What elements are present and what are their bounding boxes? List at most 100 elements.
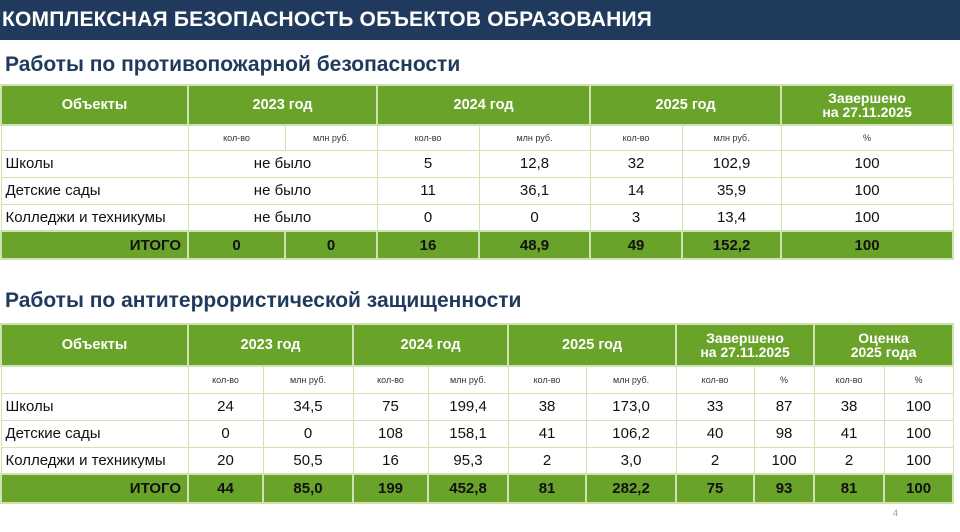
table-header-row: Объекты 2023 год 2024 год 2025 год Завер… [0,323,955,367]
cell-mln-2025: 106,2 [585,419,677,448]
cell-qty-2024: 11 [376,176,480,205]
cell-estimate-pct: 100 [883,446,954,475]
total-completed-qty: 75 [675,473,756,504]
cell-qty-2024: 108 [352,419,429,448]
table-row: Колледжи и техникумы 20 50,5 16 95,3 2 3… [0,446,954,475]
subheader-qty: кол-во [813,365,885,394]
cell-2023: не было [187,203,378,232]
cell-mln-2023: 0 [262,419,354,448]
table-row: Школы не было 5 12,8 32 102,9 100 [0,149,954,178]
cell-qty-2025: 32 [589,149,683,178]
subheader-mln: млн руб. [585,365,677,394]
header-2025: 2025 год [589,84,783,126]
subheader-mln: млн руб. [284,124,378,151]
cell-completed-pct: 100 [780,203,954,232]
row-name: Детские сады [0,176,189,205]
cell-qty-2025: 3 [589,203,683,232]
table-subheader-row: кол-во млн руб. кол-во млн руб. кол-во м… [0,365,954,394]
cell-mln-2024: 158,1 [427,419,509,448]
total-mln-2023: 0 [283,230,379,260]
subheader-qty: кол-во [589,124,683,151]
cell-qty-2023: 24 [187,392,264,421]
total-estimate-qty: 81 [813,473,886,504]
table-row: Колледжи и техникумы не было 0 0 3 13,4 … [0,203,954,232]
header-2024: 2024 год [352,323,510,367]
total-completed-pct: 100 [780,230,955,260]
cell-qty-2025: 14 [589,176,683,205]
row-name: Колледжи и техникумы [0,203,189,232]
total-estimate-pct: 100 [883,473,955,504]
total-qty-2024: 199 [352,473,430,504]
cell-mln-2024: 199,4 [427,392,509,421]
cell-estimate-qty: 41 [813,419,885,448]
cell-completed-pct: 100 [780,149,954,178]
subheader-qty: кол-во [675,365,755,394]
subheader-qty: кол-во [352,365,429,394]
table-total-row: ИТОГО 0 0 16 48,9 49 152,2 100 [0,230,955,260]
subheader-empty [0,365,189,394]
table-subheader-row: кол-во млн руб. кол-во млн руб. кол-во м… [0,124,954,151]
subheader-qty: кол-во [376,124,480,151]
subheader-qty: кол-во [507,365,587,394]
header-estimate-line2: 2025 года [850,344,917,360]
slide-banner: КОМПЛЕКСНАЯ БЕЗОПАСНОСТЬ ОБЪЕКТОВ ОБРАЗО… [0,0,960,40]
row-name: Школы [0,149,189,178]
cell-mln-2025: 35,9 [681,176,782,205]
cell-qty-2024: 0 [376,203,480,232]
fire-safety-title: Работы по противопожарной безопасности [5,53,461,76]
cell-completed-pct: 98 [753,419,815,448]
cell-qty-2023: 0 [187,419,264,448]
cell-estimate-qty: 38 [813,392,885,421]
cell-estimate-pct: 100 [883,392,954,421]
subheader-mln: млн руб. [262,365,354,394]
cell-estimate-qty: 2 [813,446,885,475]
header-objects: Объекты [0,84,189,126]
cell-completed-pct: 100 [780,176,954,205]
cell-mln-2025: 13,4 [681,203,782,232]
total-label: ИТОГО [0,230,189,260]
header-objects: Объекты [0,323,189,367]
cell-completed-qty: 2 [675,446,755,475]
subheader-pct: % [753,365,815,394]
row-name: Детские сады [0,419,189,448]
cell-mln-2025: 173,0 [585,392,677,421]
subheader-pct: % [780,124,954,151]
cell-completed-pct: 87 [753,392,815,421]
total-label: ИТОГО [0,473,189,504]
subheader-qty: кол-во [187,365,264,394]
total-mln-2024: 452,8 [427,473,510,504]
cell-mln-2024: 95,3 [427,446,509,475]
cell-mln-2025: 3,0 [585,446,677,475]
cell-completed-qty: 33 [675,392,755,421]
cell-mln-2024: 36,1 [478,176,591,205]
subheader-empty [0,124,189,151]
cell-2023: не было [187,176,378,205]
total-mln-2023: 85,0 [261,473,355,504]
cell-qty-2023: 20 [187,446,264,475]
subheader-pct: % [883,365,954,394]
subheader-mln: млн руб. [427,365,509,394]
cell-qty-2024: 16 [352,446,429,475]
header-completed: Завершено на 27.11.2025 [675,323,816,367]
total-qty-2025: 49 [589,230,684,260]
header-completed-line1: Завершено [706,330,784,346]
table-row: Детские сады не было 11 36,1 14 35,9 100 [0,176,954,205]
page-number: 4 [892,508,898,518]
cell-mln-2023: 34,5 [262,392,354,421]
header-completed-line2: на 27.11.2025 [700,344,790,360]
cell-mln-2025: 102,9 [681,149,782,178]
cell-mln-2024: 0 [478,203,591,232]
header-estimate: Оценка 2025 года [813,323,955,367]
antiterror-table: Объекты 2023 год 2024 год 2025 год Завер… [0,323,955,504]
cell-completed-qty: 40 [675,419,755,448]
cell-qty-2025: 41 [507,419,587,448]
table-header-row: Объекты 2023 год 2024 год 2025 год Завер… [0,84,955,126]
cell-mln-2023: 50,5 [262,446,354,475]
cell-qty-2025: 38 [507,392,587,421]
cell-qty-2024: 75 [352,392,429,421]
table-total-row: ИТОГО 44 85,0 199 452,8 81 282,2 75 93 8… [0,473,955,504]
cell-2023: не было [187,149,378,178]
subheader-qty: кол-во [187,124,286,151]
total-qty-2023: 0 [187,230,286,260]
row-name: Школы [0,392,189,421]
